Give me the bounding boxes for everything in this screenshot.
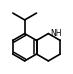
Text: NH: NH <box>51 29 62 38</box>
